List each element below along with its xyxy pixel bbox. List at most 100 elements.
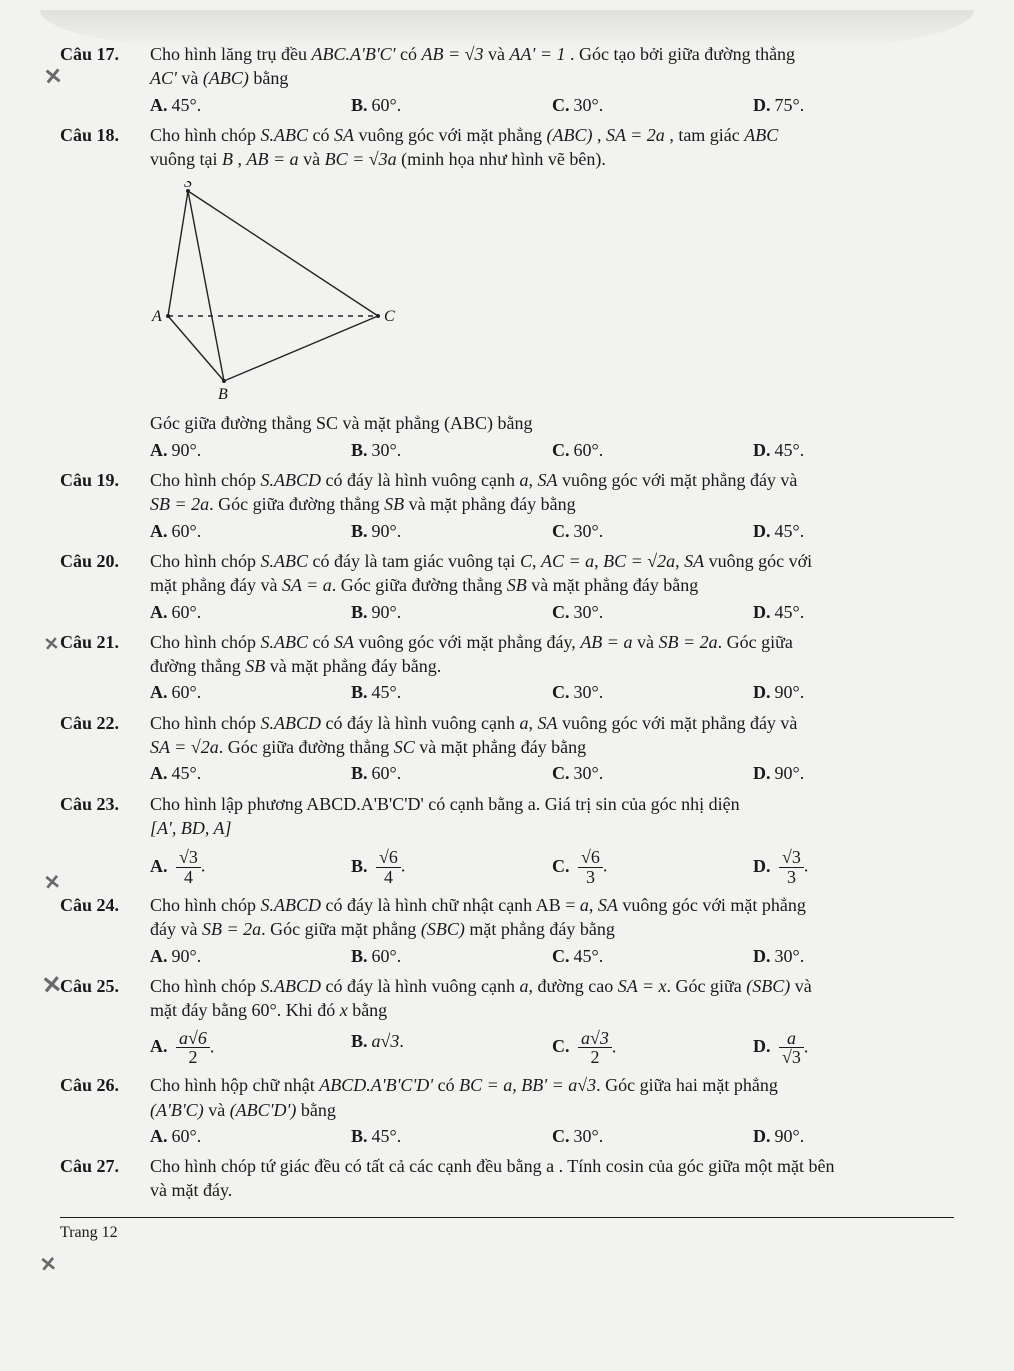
question-24: Câu 24. Cho hình chóp S.ABCD có đáy là h…	[60, 893, 954, 968]
diagram-label-c: C	[384, 308, 395, 325]
option-b: B.90°.	[351, 600, 552, 624]
option-a: A. √34.	[150, 848, 351, 887]
options-row: A.60°. B.90°. C.30°. D.45°.	[150, 519, 954, 543]
option-d: D.90°.	[753, 761, 954, 785]
question-22: Câu 22. Cho hình chóp S.ABCD có đáy là h…	[60, 711, 954, 786]
question-body: Cho hình chóp S.ABC có đáy là tam giác v…	[150, 549, 954, 624]
options-row: A.45°. B.60°. C.30°. D.75°.	[150, 93, 954, 117]
options-row: A.45°. B.60°. C.30°. D.90°.	[150, 761, 954, 785]
option-b: B.90°.	[351, 519, 552, 543]
question-body: Cho hình chóp S.ABCD có đáy là hình vuôn…	[150, 974, 954, 1067]
tetrahedron-diagram: S A B C	[148, 181, 408, 405]
question-text: Cho hình hộp chữ nhật ABCD.A'B'C'D' có B…	[150, 1073, 954, 1097]
question-text: Góc giữa đường thẳng SC và mặt phẳng (AB…	[150, 411, 954, 435]
question-18: Câu 18. Cho hình chóp S.ABC có SA vuông …	[60, 123, 954, 172]
option-c: C. √63.	[552, 848, 753, 887]
option-a: A.45°.	[150, 761, 351, 785]
option-a: A.60°.	[150, 680, 351, 704]
question-body: Cho hình chóp S.ABC có SA vuông góc với …	[150, 123, 954, 172]
question-text: Cho hình chóp tứ giác đều có tất cả các …	[150, 1154, 954, 1178]
question-text: Cho hình chóp S.ABC có SA vuông góc với …	[150, 630, 954, 654]
option-a: A. a√62.	[150, 1029, 351, 1068]
question-27: Câu 27. Cho hình chóp tứ giác đều có tất…	[60, 1154, 954, 1203]
question-text: Cho hình chóp S.ABCD có đáy là hình vuôn…	[150, 711, 954, 735]
question-23: Câu 23. Cho hình lập phương ABCD.A'B'C'D…	[60, 792, 954, 887]
option-c: C.30°.	[552, 680, 753, 704]
question-text: Cho hình chóp S.ABCD có đáy là hình chữ …	[150, 893, 954, 917]
question-body: Cho hình chóp S.ABC có SA vuông góc với …	[150, 630, 954, 705]
question-text: mặt đáy bằng 60°. Khi đó x bằng	[150, 998, 954, 1022]
option-b: B.45°.	[351, 680, 552, 704]
option-b: B.45°.	[351, 1124, 552, 1148]
question-number: Câu 21.	[60, 630, 150, 654]
option-b: B.60°.	[351, 93, 552, 117]
pencil-mark-icon: ✕	[43, 631, 61, 657]
option-c: C.30°.	[552, 761, 753, 785]
pencil-mark-icon: ✕	[42, 61, 63, 92]
options-row: A.90°. B.30°. C.60°. D.45°.	[150, 438, 954, 462]
question-number: Câu 24.	[60, 893, 150, 917]
option-c: C.30°.	[552, 519, 753, 543]
option-d: D. a√3.	[753, 1029, 954, 1068]
tetrahedron-svg: S A B C	[148, 181, 408, 405]
options-row: A.60°. B.90°. C.30°. D.45°.	[150, 600, 954, 624]
question-text: AC' và (ABC) bằng	[150, 66, 954, 90]
question-number: Câu 19.	[60, 468, 150, 492]
question-21: Câu 21. Cho hình chóp S.ABC có SA vuông …	[60, 630, 954, 705]
question-number: Câu 25.	[60, 974, 150, 998]
option-b: B.a√3.	[351, 1029, 552, 1068]
question-text: vuông tại B , AB = a và BC = √3a (minh h…	[150, 147, 954, 171]
option-a: A.60°.	[150, 600, 351, 624]
option-d: D.90°.	[753, 1124, 954, 1148]
question-text: Cho hình chóp S.ABC có SA vuông góc với …	[150, 123, 954, 147]
question-text: Cho hình chóp S.ABCD có đáy là hình vuôn…	[150, 974, 954, 998]
option-d: D. √33.	[753, 848, 954, 887]
page: ✕ ✕ ✕ ✕ ✕ Câu 17. Cho hình lăng trụ đều …	[0, 0, 1014, 1371]
question-text: Cho hình chóp S.ABCD có đáy là hình vuôn…	[150, 468, 954, 492]
question-body: Cho hình lăng trụ đều ABC.A'B'C' có AB =…	[150, 42, 954, 117]
option-d: D.45°.	[753, 600, 954, 624]
question-body: Cho hình hộp chữ nhật ABCD.A'B'C'D' có B…	[150, 1073, 954, 1148]
option-c: C.60°.	[552, 438, 753, 462]
option-a: A.45°.	[150, 93, 351, 117]
question-number: Câu 23.	[60, 792, 150, 816]
option-b: B.30°.	[351, 438, 552, 462]
option-c: C.30°.	[552, 600, 753, 624]
question-25: Câu 25. Cho hình chóp S.ABCD có đáy là h…	[60, 974, 954, 1067]
page-footer: Trang 12	[60, 1222, 954, 1244]
question-body: Cho hình chóp S.ABCD có đáy là hình vuôn…	[150, 468, 954, 543]
question-19: Câu 19. Cho hình chóp S.ABCD có đáy là h…	[60, 468, 954, 543]
option-d: D.90°.	[753, 680, 954, 704]
option-c: C.45°.	[552, 944, 753, 968]
question-text: đường thẳng SB và mặt phẳng đáy bằng.	[150, 654, 954, 678]
question-number: Câu 17.	[60, 42, 150, 66]
option-c: C.30°.	[552, 1124, 753, 1148]
question-text: đáy và SB = 2a. Góc giữa mặt phẳng (SBC)…	[150, 917, 954, 941]
option-d: D.45°.	[753, 519, 954, 543]
question-text: SB = 2a. Góc giữa đường thẳng SB và mặt …	[150, 492, 954, 516]
question-body: Góc giữa đường thẳng SC và mặt phẳng (AB…	[150, 411, 954, 462]
diagram-label-s: S	[184, 181, 192, 191]
question-26: Câu 26. Cho hình hộp chữ nhật ABCD.A'B'C…	[60, 1073, 954, 1148]
question-body: Cho hình chóp tứ giác đều có tất cả các …	[150, 1154, 954, 1203]
option-b: B. √64.	[351, 848, 552, 887]
question-number: Câu 27.	[60, 1154, 150, 1178]
question-number: Câu 22.	[60, 711, 150, 735]
question-text: (A'B'C) và (ABC'D') bằng	[150, 1098, 954, 1122]
question-text: [A', BD, A]	[150, 816, 954, 840]
option-d: D.75°.	[753, 93, 954, 117]
option-a: A.90°.	[150, 944, 351, 968]
options-row: A.60°. B.45°. C.30°. D.90°.	[150, 1124, 954, 1148]
option-b: B.60°.	[351, 761, 552, 785]
pencil-mark-icon: ✕	[40, 969, 63, 1003]
pencil-mark-icon: ✕	[39, 1251, 58, 1280]
option-d: D.30°.	[753, 944, 954, 968]
options-row: A. a√62. B.a√3. C. a√32. D. a√3.	[150, 1029, 954, 1068]
options-row: A.60°. B.45°. C.30°. D.90°.	[150, 680, 954, 704]
question-18-cont: Góc giữa đường thẳng SC và mặt phẳng (AB…	[60, 411, 954, 462]
question-text: Cho hình lăng trụ đều ABC.A'B'C' có AB =…	[150, 42, 954, 66]
question-body: Cho hình lập phương ABCD.A'B'C'D' có cạn…	[150, 792, 954, 887]
question-number: Câu 20.	[60, 549, 150, 573]
question-number: Câu 26.	[60, 1073, 150, 1097]
question-text: mặt phẳng đáy và SA = a. Góc giữa đường …	[150, 573, 954, 597]
